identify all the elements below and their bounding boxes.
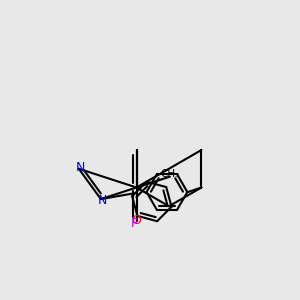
Text: O: O: [132, 214, 141, 227]
Text: CH₃: CH₃: [160, 169, 179, 179]
Text: N: N: [98, 194, 107, 207]
Text: F: F: [131, 217, 138, 230]
Text: N: N: [76, 161, 85, 174]
